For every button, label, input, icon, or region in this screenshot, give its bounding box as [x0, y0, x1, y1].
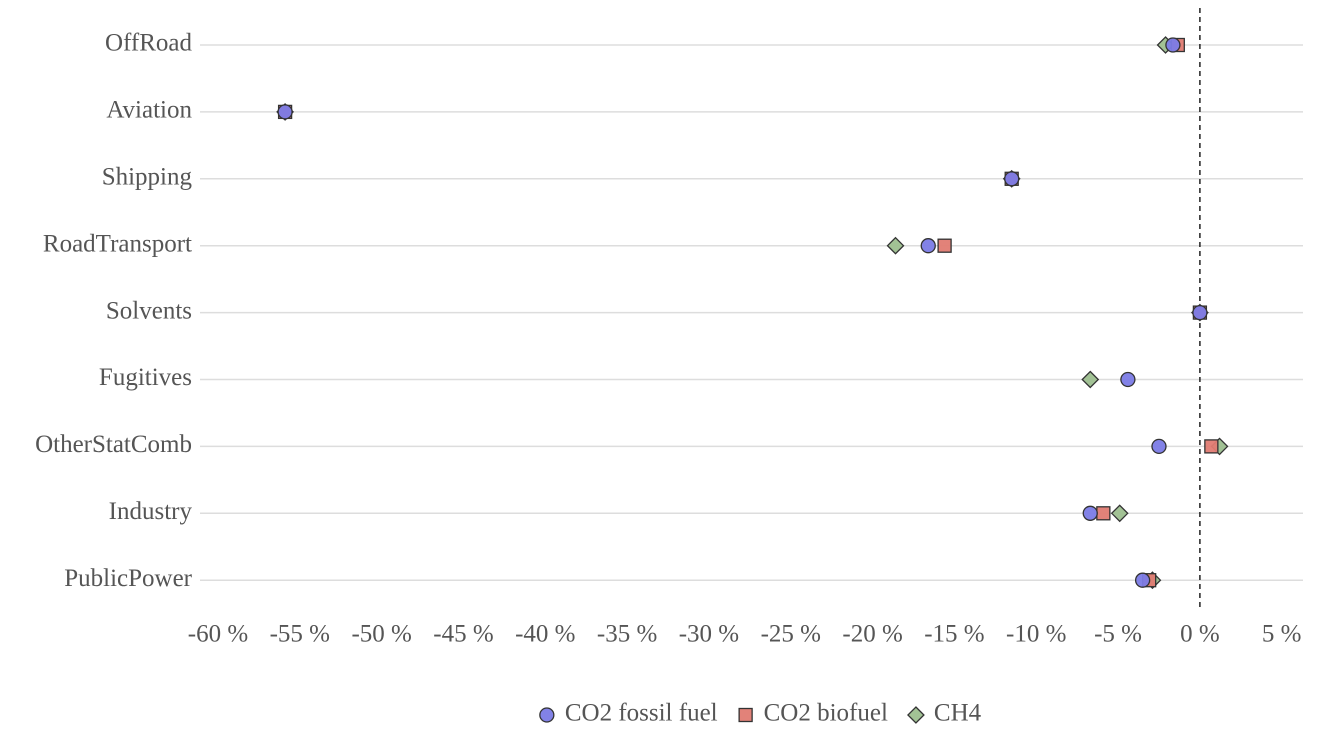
x-tick-label: -10 %: [1006, 621, 1066, 648]
y-tick-label: Fugitives: [99, 364, 192, 391]
y-tick-label: Shipping: [102, 164, 193, 191]
dot-marker: [1004, 171, 1020, 187]
x-tick-label: -5 %: [1094, 621, 1142, 648]
dot-marker: [1082, 505, 1098, 521]
y-tick-label: PublicPower: [64, 565, 192, 592]
legend-label: CO2 biofuel: [764, 700, 888, 727]
diamond-marker: [907, 706, 925, 724]
dot-marker: [1120, 371, 1136, 388]
x-tick-label: -25 %: [761, 621, 821, 648]
x-tick-label: -50 %: [351, 621, 411, 648]
square-marker: [738, 707, 753, 723]
x-tick-label: -40 %: [515, 621, 575, 648]
x-tick-label: 0 %: [1180, 621, 1220, 648]
dot-marker: [1165, 37, 1181, 53]
legend-label: CO2 fossil fuel: [565, 700, 718, 727]
dot-marker: [277, 104, 293, 120]
dot-marker: [920, 238, 936, 254]
dot-marker: [1151, 438, 1167, 455]
x-tick-label: -35 %: [597, 621, 657, 648]
x-tick-label: -55 %: [270, 621, 330, 648]
x-tick-label: -45 %: [433, 621, 493, 648]
legend: CO2 fossil fuel CO2 biofuel CH4: [539, 700, 982, 727]
x-tick-label: -20 %: [842, 621, 902, 648]
y-tick-label: Aviation: [106, 97, 192, 124]
y-tick-label: OtherStatComb: [35, 431, 192, 458]
diamond-marker: [886, 236, 905, 255]
dot-marker: [1192, 304, 1208, 321]
y-tick-label: OffRoad: [105, 30, 193, 57]
x-tick-label: -30 %: [679, 621, 739, 648]
x-tick-label: 5 %: [1262, 621, 1302, 648]
y-tick-label: Solvents: [106, 297, 192, 324]
legend-label: CH4: [934, 700, 982, 727]
dot-marker: [539, 707, 555, 723]
x-tick-label: -15 %: [924, 621, 984, 648]
diamond-marker: [1110, 504, 1129, 523]
square-marker: [937, 238, 952, 253]
dot-marker: [1134, 572, 1151, 588]
square-marker: [1204, 439, 1219, 454]
square-marker: [1096, 506, 1111, 521]
diamond-marker: [1081, 370, 1100, 389]
x-tick-label: -60 %: [188, 621, 248, 648]
y-tick-label: Industry: [109, 498, 193, 525]
y-tick-label: RoadTransport: [43, 230, 192, 257]
